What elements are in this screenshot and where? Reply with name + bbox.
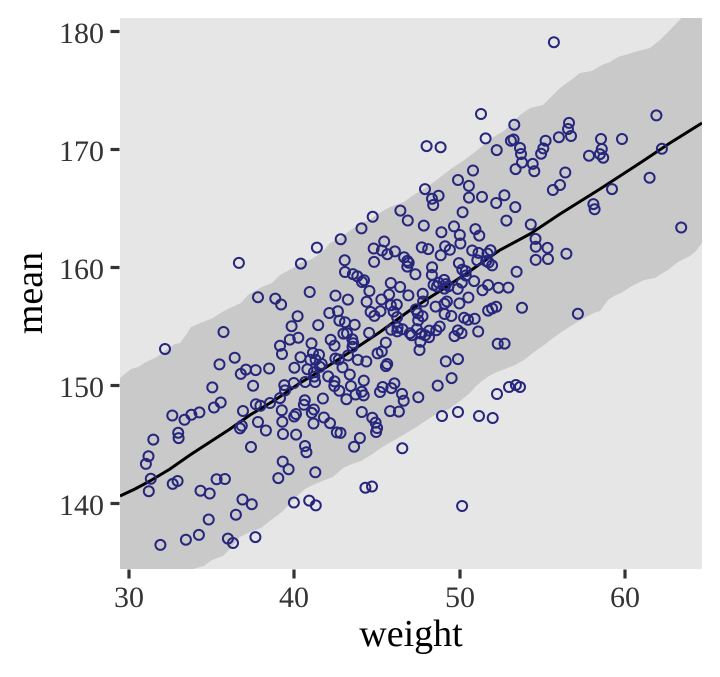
svg-text:weight: weight — [359, 613, 463, 655]
svg-text:50: 50 — [445, 581, 475, 614]
svg-text:60: 60 — [610, 581, 640, 614]
svg-text:150: 150 — [59, 371, 104, 404]
svg-text:30: 30 — [114, 581, 144, 614]
svg-text:160: 160 — [59, 253, 104, 286]
svg-text:140: 140 — [59, 489, 104, 522]
svg-text:170: 170 — [59, 135, 104, 168]
svg-text:180: 180 — [59, 17, 104, 50]
svg-text:mean: mean — [9, 252, 51, 334]
svg-text:40: 40 — [279, 581, 309, 614]
